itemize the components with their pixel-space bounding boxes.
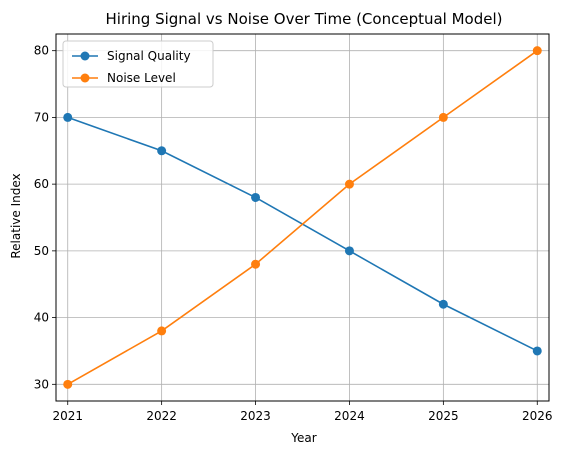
x-tick-label: 2026	[522, 409, 553, 423]
legend-marker	[80, 73, 90, 83]
noise-level-point	[344, 179, 354, 189]
y-tick-label: 40	[34, 311, 49, 325]
y-axis-label: Relative Index	[9, 173, 23, 258]
noise-level-point	[438, 112, 448, 122]
plot-frame	[55, 33, 550, 402]
signal-quality-point	[157, 146, 167, 156]
signal-quality-point	[344, 246, 354, 256]
x-tick-label: 2022	[146, 409, 177, 423]
signal-quality-line	[67, 116, 538, 352]
y-tick-label: 70	[34, 110, 49, 124]
x-axis-label: Year	[290, 431, 316, 445]
y-tick-label: 30	[34, 377, 49, 391]
x-tick-label: 2023	[240, 409, 271, 423]
signal-quality-point	[438, 299, 448, 309]
noise-level-point	[63, 379, 73, 389]
legend-marker	[80, 51, 90, 61]
series-layer	[63, 46, 542, 389]
legend-label: Noise Level	[107, 71, 176, 85]
y-axis-ticks: 30 40 50 60 70 80	[34, 44, 56, 391]
x-tick-label: 2025	[428, 409, 459, 423]
signal-quality-point	[63, 112, 73, 122]
legend-entry-noise-level: Noise Level	[72, 71, 176, 85]
y-tick-label: 80	[34, 44, 49, 58]
legend: Signal Quality Noise Level	[62, 40, 214, 88]
signal-quality-point	[251, 192, 261, 202]
x-tick-label: 2024	[334, 409, 365, 423]
noise-level-point	[251, 259, 261, 269]
legend-entry-signal-quality: Signal Quality	[72, 49, 191, 63]
y-tick-label: 60	[34, 177, 49, 191]
signal-quality-point	[532, 346, 542, 356]
noise-level-point	[157, 326, 167, 336]
y-tick-label: 50	[34, 244, 49, 258]
x-axis-ticks: 2021 2022 2023 2024 2025 2026	[52, 401, 553, 423]
legend-box	[62, 40, 214, 88]
noise-level-line	[67, 50, 538, 386]
noise-level-point	[532, 46, 542, 56]
series-signal-quality	[63, 112, 542, 356]
x-tick-label: 2021	[52, 409, 83, 423]
series-noise-level	[63, 46, 542, 389]
legend-label: Signal Quality	[107, 49, 191, 63]
chart-title: Hiring Signal vs Noise Over Time (Concep…	[106, 10, 503, 28]
grid	[56, 34, 549, 401]
